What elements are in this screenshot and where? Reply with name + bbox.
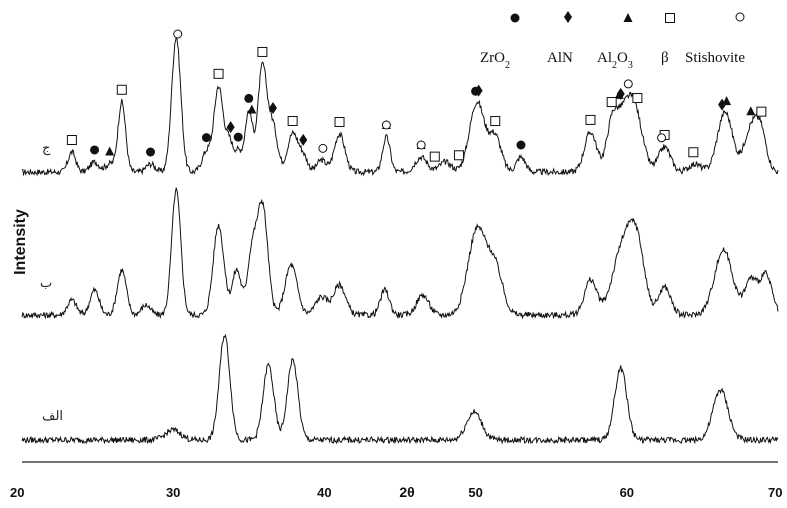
beta-marker [287, 116, 298, 127]
trace-label: ج [42, 140, 51, 156]
aln-marker [474, 84, 483, 97]
x-tick-label: 40 [317, 485, 331, 500]
stishovite-marker [623, 79, 633, 89]
legend-label: β [661, 50, 669, 66]
beta-marker [257, 46, 268, 57]
beta-marker [756, 106, 767, 117]
beta-marker [334, 116, 345, 127]
xrd-trace [21, 36, 779, 177]
al2o3-marker [614, 89, 624, 99]
x-tick-label: 30 [166, 485, 180, 500]
stishovite-marker [318, 143, 328, 153]
aln-marker [226, 121, 235, 134]
traces: ج ب الف [21, 36, 779, 445]
x-axis-label: 2θ [399, 484, 414, 500]
xrd-trace [21, 333, 779, 445]
beta-marker [688, 147, 699, 158]
stishovite-marker [416, 140, 426, 150]
zro2-marker [244, 93, 254, 103]
al2o3-marker [247, 104, 257, 114]
zro2-marker [201, 133, 211, 143]
beta-marker [429, 151, 440, 162]
legend-item: Al2O3 [597, 13, 633, 71]
al2o3-marker [722, 96, 732, 106]
x-tick-label: 70 [768, 485, 782, 500]
legend-item: β [661, 13, 675, 66]
x-tick-label: 50 [468, 485, 482, 500]
x-tick-label: 60 [620, 485, 634, 500]
aln-marker [268, 102, 277, 115]
beta-marker [66, 134, 77, 145]
zro2-marker [510, 13, 520, 23]
legend-label: Stishovite [685, 50, 745, 66]
beta-marker [632, 93, 643, 104]
legend-item: Stishovite [685, 12, 745, 66]
al2o3-marker [746, 106, 756, 116]
al2o3-marker [623, 13, 633, 22]
legend-label: ZrO2 [480, 50, 510, 71]
trace-label: ب [40, 275, 52, 290]
y-axis-label: Intensity [12, 209, 29, 275]
stishovite-marker [173, 29, 183, 39]
legend-label: AlN [547, 50, 573, 66]
trace-label: الف [42, 408, 63, 423]
legend-item: AlN [547, 11, 573, 66]
stishovite-marker [657, 133, 667, 143]
beta-marker [606, 97, 617, 108]
beta-marker [665, 13, 675, 23]
aln-marker [299, 133, 308, 146]
zro2-marker [90, 145, 100, 155]
x-tick-label: 20 [10, 485, 24, 500]
phase-markers [66, 29, 767, 162]
legend: ZrO2 AlN Al2O3 β Stishovite [480, 11, 745, 71]
beta-marker [585, 114, 596, 125]
beta-marker [490, 116, 501, 127]
zro2-marker [516, 140, 526, 150]
beta-marker [453, 150, 464, 161]
beta-marker [116, 84, 127, 95]
legend-item: ZrO2 [480, 13, 520, 71]
zro2-marker [146, 147, 156, 157]
al2o3-marker [105, 146, 115, 156]
aln-marker [564, 11, 572, 23]
legend-label: Al2O3 [597, 50, 633, 71]
x-tick-labels: 20 30 40 50 60 70 [10, 485, 782, 500]
stishovite-marker [735, 12, 745, 22]
xrd-trace [21, 187, 779, 320]
zro2-marker [233, 132, 243, 142]
beta-marker [213, 68, 224, 79]
stishovite-marker [381, 120, 391, 130]
